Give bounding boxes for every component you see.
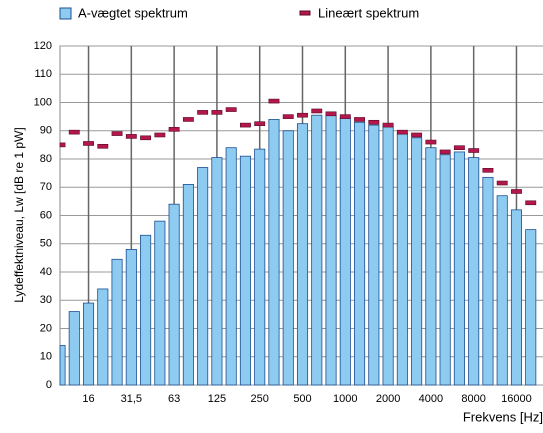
y-tick-label: 40 <box>40 266 52 278</box>
marker <box>254 121 266 126</box>
bar <box>425 147 437 386</box>
bar <box>382 126 394 386</box>
x-tick-label: 2000 <box>376 393 400 405</box>
x-tick-label: 16 <box>82 393 94 405</box>
marker <box>140 135 152 141</box>
marker <box>311 108 323 114</box>
bar <box>368 124 380 386</box>
bar <box>311 114 323 386</box>
x-tick-label: 4000 <box>419 393 443 405</box>
marker <box>297 112 308 118</box>
marker <box>97 143 109 149</box>
bar <box>111 258 123 386</box>
marker <box>59 142 66 148</box>
bar <box>197 167 209 386</box>
y-tick-label: 110 <box>34 68 52 80</box>
x-axis-label: Frekvens [Hz] <box>463 409 543 424</box>
bar <box>268 119 280 386</box>
marker <box>268 98 280 104</box>
bar <box>396 133 408 386</box>
bar <box>211 157 223 386</box>
x-tick-label: 250 <box>251 393 269 405</box>
marker <box>182 117 194 122</box>
marker <box>354 117 365 122</box>
bar <box>154 220 166 386</box>
x-tick-label: 63 <box>168 393 180 405</box>
x-tick-label: 500 <box>293 393 311 405</box>
marker <box>482 168 494 173</box>
y-tick-label: 100 <box>34 96 52 108</box>
bar <box>82 302 95 386</box>
y-tick-label: 120 <box>34 40 52 52</box>
bar <box>339 117 351 386</box>
marker <box>125 134 137 139</box>
marker <box>240 122 251 128</box>
bar <box>525 229 537 386</box>
y-tick-label: 70 <box>40 181 52 193</box>
marker <box>225 107 237 112</box>
marker <box>154 132 166 138</box>
bar <box>168 203 180 386</box>
bar <box>482 176 494 386</box>
marker <box>411 132 423 138</box>
legend-swatch-bar <box>59 7 72 20</box>
marker <box>525 200 537 206</box>
marker <box>68 129 80 135</box>
bar <box>510 209 523 386</box>
legend-label: Lineært spektrum <box>318 5 419 20</box>
bar <box>468 157 480 386</box>
marker <box>453 145 465 150</box>
legend-label: A-vægtet spektrum <box>78 5 188 20</box>
legend-swatch-marker <box>299 10 311 16</box>
bar <box>254 148 266 386</box>
bar <box>68 311 80 386</box>
marker <box>382 122 394 128</box>
marker <box>83 141 94 146</box>
bar <box>411 137 423 386</box>
bar <box>354 121 366 386</box>
bar <box>296 123 309 386</box>
bar <box>97 288 109 386</box>
marker <box>368 119 380 125</box>
y-tick-label: 60 <box>40 209 52 221</box>
marker <box>425 139 437 145</box>
y-tick-label: 10 <box>40 351 52 363</box>
y-tick-label: 20 <box>40 322 52 334</box>
marker <box>282 114 294 119</box>
bar <box>325 114 337 386</box>
marker <box>211 110 223 115</box>
marker <box>468 148 480 153</box>
marker <box>197 110 209 115</box>
y-tick-label: 30 <box>40 294 52 306</box>
bar <box>125 248 137 386</box>
bar <box>59 345 66 386</box>
marker <box>396 129 408 135</box>
y-tick-label: 0 <box>46 379 52 391</box>
marker <box>339 114 351 119</box>
marker <box>439 149 451 155</box>
y-tick-label: 50 <box>40 238 52 250</box>
bar <box>239 155 251 386</box>
bar <box>496 195 508 386</box>
marker <box>511 189 522 194</box>
y-tick-label: 90 <box>40 125 52 137</box>
y-axis-label: Lydeffektniveau, Lw [dB re 1 pW] <box>12 127 26 302</box>
bar <box>453 151 465 386</box>
marker <box>325 111 337 117</box>
marker <box>111 131 123 136</box>
x-tick-label: 31,5 <box>121 393 142 405</box>
marker <box>168 127 180 132</box>
bar <box>225 147 237 386</box>
bar <box>282 130 294 386</box>
x-tick-label: 8000 <box>461 393 485 405</box>
x-tick-label: 125 <box>208 393 226 405</box>
bar <box>439 154 451 386</box>
y-tick-label: 80 <box>40 153 52 165</box>
bar <box>140 234 152 386</box>
marker <box>496 180 508 186</box>
x-tick-label: 1000 <box>333 393 357 405</box>
x-tick-label: 16000 <box>501 393 532 405</box>
bar <box>182 184 194 386</box>
